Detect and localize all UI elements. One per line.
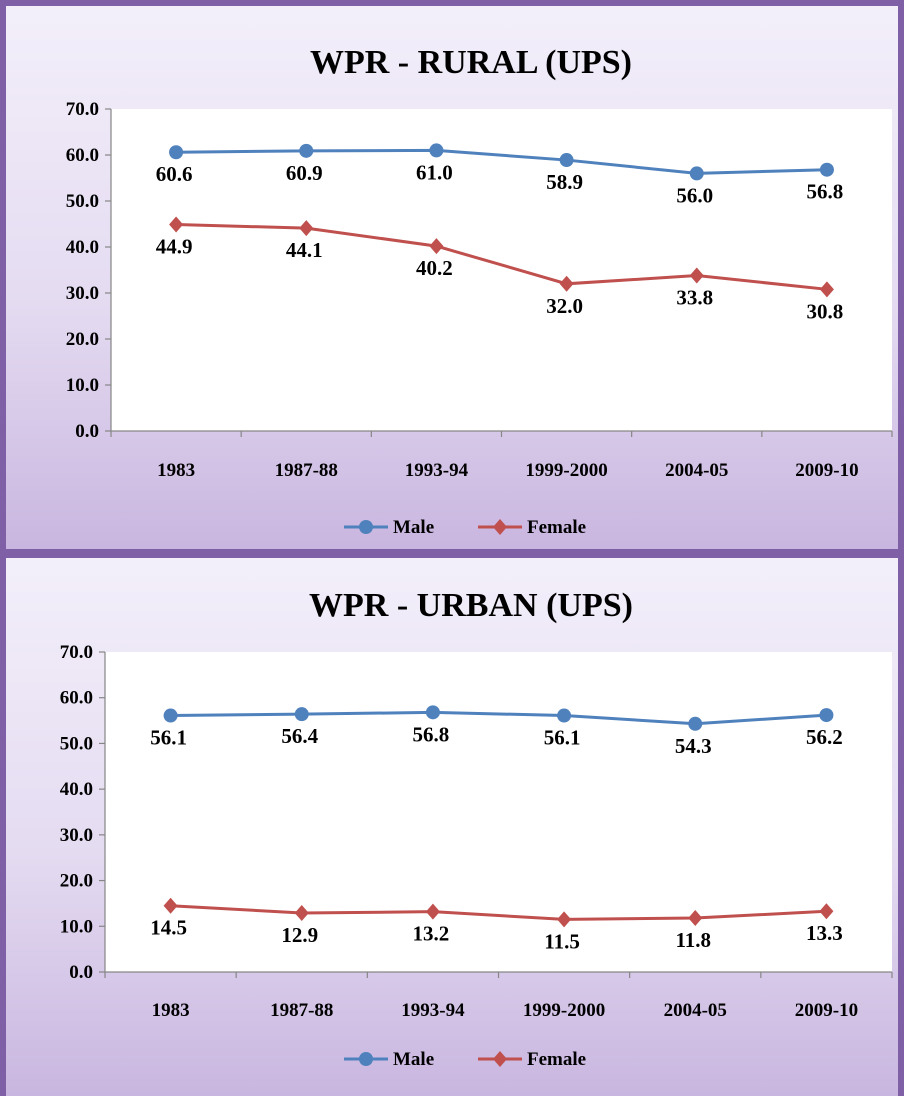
plot-area — [111, 109, 892, 431]
legend-label: Female — [527, 1049, 586, 1070]
data-label: 30.8 — [807, 299, 844, 323]
y-tick-label: 40.0 — [66, 237, 99, 258]
data-point — [559, 275, 574, 292]
legend-label: Male — [393, 1049, 434, 1070]
legend-label: Female — [527, 517, 586, 538]
data-label: 11.8 — [675, 928, 711, 952]
data-label: 40.2 — [416, 256, 453, 280]
y-tick-label: 50.0 — [66, 191, 99, 212]
urban-chart-panel: WPR - URBAN (UPS) 0.0 10.0 20.0 30.0 40.0 50.… — [0, 552, 904, 1096]
x-tick-label: 1999-2000 — [523, 1000, 605, 1021]
rural-chart-svg: WPR - RURAL (UPS) 0.0 10.0 20.0 30.0 40.0 50.… — [66, 44, 893, 538]
data-label: 32.0 — [546, 294, 583, 318]
x-tick-label: 1993-94 — [405, 460, 469, 481]
legend-marker — [359, 520, 373, 534]
rural-chart-panel: WPR - RURAL (UPS) 0.0 10.0 20.0 30.0 40.0 50.… — [0, 0, 904, 555]
data-point — [557, 708, 572, 723]
data-point — [819, 708, 834, 723]
x-tick-label: 1983 — [152, 1000, 190, 1021]
legend-marker — [359, 1052, 373, 1066]
data-point — [299, 143, 314, 158]
data-label: 58.9 — [546, 170, 583, 194]
data-label: 12.9 — [281, 923, 318, 947]
data-label: 60.6 — [156, 162, 193, 186]
y-tick-label: 60.0 — [60, 688, 93, 709]
chart-title: WPR - RURAL (UPS) — [310, 44, 632, 81]
x-tick-label: 1999-2000 — [525, 460, 607, 481]
data-point — [819, 162, 834, 177]
data-label: 11.5 — [544, 929, 580, 953]
x-tick-label: 1987-88 — [275, 460, 338, 481]
data-label: 56.1 — [150, 726, 187, 750]
data-point — [819, 281, 834, 298]
x-tick-label: 2004-05 — [664, 1000, 727, 1021]
data-point — [557, 911, 572, 928]
series-line-male — [170, 710, 827, 726]
y-tick-label: 30.0 — [66, 283, 99, 304]
y-tick-label: 0.0 — [69, 962, 93, 983]
x-tick-label: 2009-10 — [795, 460, 858, 481]
y-tick-label: 60.0 — [66, 145, 99, 166]
legend-marker — [493, 1051, 507, 1067]
x-tick-label: 2009-10 — [795, 1000, 858, 1021]
data-point — [163, 708, 178, 723]
data-label: 56.2 — [806, 725, 843, 749]
y-tick-label: 40.0 — [60, 779, 93, 800]
data-label: 13.2 — [413, 922, 450, 946]
y-tick-label: 30.0 — [60, 825, 93, 846]
plot-area — [105, 652, 892, 972]
y-tick-label: 10.0 — [60, 916, 93, 937]
data-label: 33.8 — [676, 286, 713, 310]
data-point — [689, 166, 704, 181]
data-label: 14.5 — [150, 916, 187, 940]
data-point — [689, 267, 704, 284]
data-label: 60.9 — [286, 161, 323, 185]
urban-chart-svg: WPR - URBAN (UPS) 0.0 10.0 20.0 30.0 40.0 50.… — [60, 587, 893, 1070]
data-label: 54.3 — [675, 734, 712, 758]
data-point — [163, 897, 178, 914]
data-point — [819, 903, 834, 920]
data-point — [429, 143, 444, 158]
y-tick-label: 20.0 — [66, 329, 99, 350]
data-point — [688, 716, 703, 731]
chart-title: WPR - URBAN (UPS) — [309, 587, 633, 624]
x-tick-label: 1993-94 — [401, 1000, 465, 1021]
y-tick-label: 10.0 — [66, 375, 99, 396]
data-point — [425, 705, 440, 720]
y-tick-label: 20.0 — [60, 871, 93, 892]
data-point — [429, 238, 444, 255]
data-point — [688, 910, 703, 927]
y-tick-label: 0.0 — [75, 421, 99, 442]
y-tick-label: 50.0 — [60, 733, 93, 754]
data-label: 44.1 — [286, 238, 323, 262]
data-label: 56.4 — [281, 724, 318, 748]
series-line-female — [176, 222, 828, 291]
x-tick-label: 1983 — [157, 460, 195, 481]
data-point — [169, 216, 184, 233]
x-tick-label: 1987-88 — [270, 1000, 333, 1021]
data-point — [299, 220, 314, 237]
y-tick-label: 70.0 — [66, 99, 99, 120]
data-point — [294, 707, 309, 722]
x-tick-label: 2004-05 — [665, 460, 728, 481]
legend-marker — [493, 519, 507, 535]
data-label: 56.0 — [676, 183, 713, 207]
data-label: 13.3 — [806, 921, 843, 945]
data-label: 56.1 — [544, 726, 581, 750]
data-label: 61.0 — [416, 160, 453, 184]
series-line-female — [170, 904, 827, 921]
data-point — [169, 145, 184, 160]
data-point — [425, 903, 440, 920]
data-label: 44.9 — [156, 234, 193, 258]
y-tick-label: 70.0 — [60, 642, 93, 663]
data-point — [294, 905, 309, 922]
data-label: 56.8 — [413, 722, 450, 746]
data-point — [559, 153, 574, 168]
series-line-male — [176, 148, 827, 175]
legend-label: Male — [393, 517, 434, 538]
data-label: 56.8 — [807, 180, 844, 204]
